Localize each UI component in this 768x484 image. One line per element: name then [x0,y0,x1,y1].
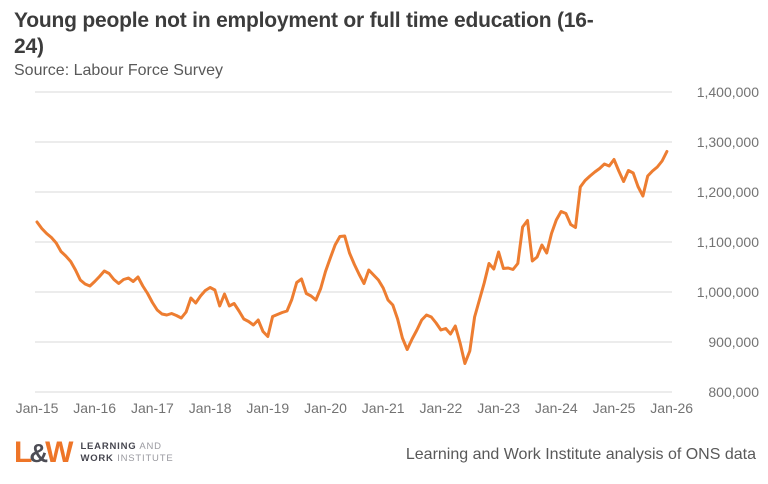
y-axis-label: 1,100,000 [697,234,759,250]
y-axis-label: 1,200,000 [697,184,759,200]
lw-institute-logo: L&W LEARNING AND WORK INSTITUTE [14,436,173,469]
chart-title-line1: Young people not in employment or full t… [14,9,594,32]
lw-logo-text-line2: WORK INSTITUTE [80,453,174,464]
x-axis-label: Jan-15 [16,400,59,416]
attribution-text: Learning and Work Institute analysis of … [405,446,756,463]
lw-logo-text: LEARNING AND WORK INSTITUTE [80,441,173,465]
x-axis-label: Jan-19 [246,400,289,416]
chart-header: Young people not in employment or full t… [14,8,759,80]
x-axis-label: Jan-22 [419,400,462,416]
x-axis-label: Jan-16 [73,400,116,416]
chart-footer: L&W LEARNING AND WORK INSTITUTE Learning… [0,436,768,476]
x-axis-label: Jan-23 [477,400,520,416]
y-axis-label: 1,300,000 [697,134,759,150]
logo-letter-l: L [14,436,32,469]
chart-title-line2: 24) [14,35,44,58]
y-axis-label: 1,000,000 [697,284,759,300]
logo-ampersand: & [29,438,48,468]
y-axis-label: 800,000 [708,384,759,400]
x-axis-label: Jan-18 [189,400,232,416]
chart-source-subtitle: Source: Labour Force Survey [14,62,223,79]
x-axis-label: Jan-26 [650,400,693,416]
logo-letter-w: W [45,436,73,469]
y-axis-label: 900,000 [708,334,759,350]
chart-title: Young people not in employment or full t… [14,8,759,60]
lw-logo-mark: L&W [14,436,73,469]
neet-line-chart: 1,400,000 1,300,000 1,200,000 1,100,000 1,00… [16,84,760,416]
x-axis-label: Jan-25 [593,400,636,416]
y-axis-label: 1,400,000 [697,84,759,100]
data-series-line [35,150,669,365]
x-axis-label: Jan-17 [131,400,174,416]
lw-logo-text-line1: LEARNING AND [80,441,162,452]
x-axis-label: Jan-20 [304,400,347,416]
x-axis-label: Jan-21 [362,400,405,416]
x-axis-label: Jan-24 [535,400,578,416]
